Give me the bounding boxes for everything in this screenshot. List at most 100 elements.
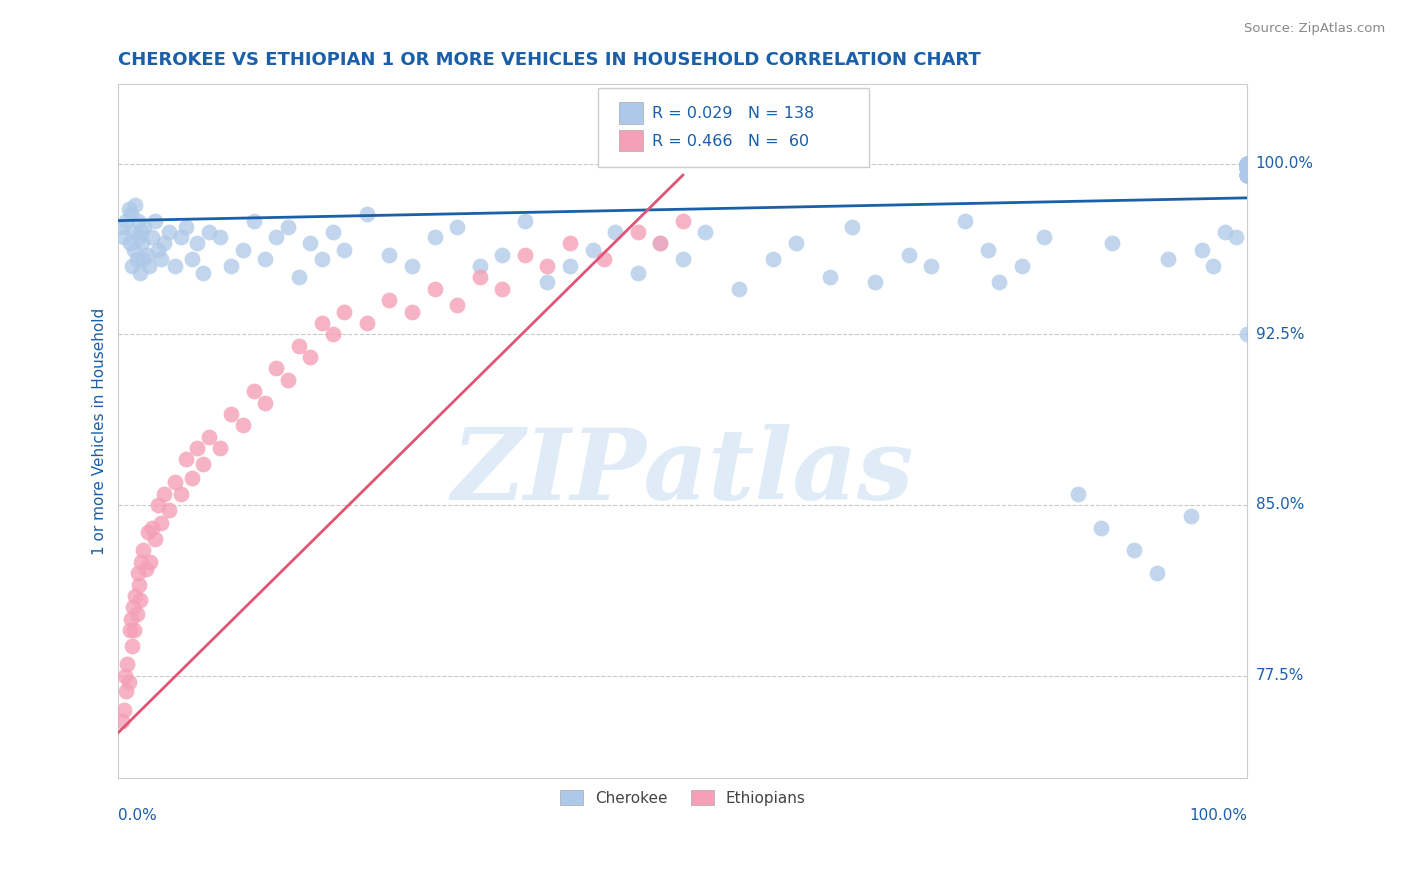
Point: [1236, 157, 1258, 171]
Point: [112, 703, 135, 717]
Point: [150, 252, 173, 267]
Point: [1225, 229, 1247, 244]
Point: [146, 243, 169, 257]
Point: [1236, 168, 1258, 182]
Point: [143, 213, 166, 227]
Point: [1157, 252, 1180, 267]
Point: [209, 441, 232, 455]
Point: [1236, 157, 1258, 171]
Point: [152, 236, 174, 251]
Point: [311, 252, 333, 267]
Point: [120, 612, 142, 626]
Point: [468, 270, 491, 285]
Point: [1236, 168, 1258, 182]
Point: [169, 229, 191, 244]
Point: [129, 225, 152, 239]
Point: [277, 220, 299, 235]
Point: [785, 236, 807, 251]
Point: [1236, 157, 1258, 171]
Point: [695, 225, 717, 239]
Point: [1236, 157, 1258, 171]
Text: R = 0.466   N =  60: R = 0.466 N = 60: [652, 134, 810, 149]
Point: [114, 668, 136, 682]
Point: [333, 243, 356, 257]
Text: R = 0.029   N = 138: R = 0.029 N = 138: [652, 106, 814, 121]
Point: [1236, 161, 1258, 176]
Point: [423, 282, 446, 296]
Point: [209, 229, 232, 244]
Point: [197, 430, 219, 444]
Point: [627, 266, 650, 280]
Point: [1236, 157, 1258, 171]
Point: [1236, 157, 1258, 171]
Point: [1236, 157, 1258, 171]
Point: [191, 266, 214, 280]
Legend: Cherokee, Ethiopians: Cherokee, Ethiopians: [554, 784, 811, 812]
Point: [863, 275, 886, 289]
Point: [1236, 157, 1258, 171]
Point: [333, 304, 356, 318]
Point: [124, 589, 146, 603]
Point: [1101, 236, 1123, 251]
Point: [401, 259, 423, 273]
Point: [191, 457, 214, 471]
Point: [120, 207, 142, 221]
Point: [841, 220, 863, 235]
Point: [1236, 157, 1258, 171]
Point: [122, 623, 145, 637]
Point: [115, 684, 138, 698]
Point: [128, 229, 150, 244]
Point: [122, 225, 145, 239]
Point: [111, 220, 134, 235]
Point: [163, 259, 186, 273]
Point: [1236, 168, 1258, 182]
Point: [125, 252, 148, 267]
Point: [976, 243, 998, 257]
Point: [1236, 157, 1258, 171]
Point: [401, 304, 423, 318]
Point: [1236, 157, 1258, 171]
Point: [1033, 229, 1056, 244]
Point: [232, 418, 254, 433]
Point: [143, 532, 166, 546]
Point: [1236, 157, 1258, 171]
Point: [1236, 168, 1258, 182]
Point: [672, 213, 695, 227]
Point: [1067, 486, 1090, 500]
Point: [243, 213, 266, 227]
Point: [1236, 157, 1258, 171]
Point: [1236, 157, 1258, 171]
Point: [157, 502, 180, 516]
Point: [124, 197, 146, 211]
Point: [1146, 566, 1168, 581]
Point: [558, 236, 581, 251]
Point: [118, 623, 141, 637]
Point: [163, 475, 186, 490]
Point: [122, 243, 145, 257]
Point: [186, 236, 208, 251]
Point: [356, 207, 378, 221]
Point: [311, 316, 333, 330]
Point: [146, 498, 169, 512]
Text: 85.0%: 85.0%: [1256, 498, 1303, 512]
Point: [988, 275, 1011, 289]
Point: [468, 259, 491, 273]
Point: [446, 298, 468, 312]
Point: [135, 248, 157, 262]
Point: [1236, 157, 1258, 171]
Point: [131, 236, 153, 251]
Text: 92.5%: 92.5%: [1256, 326, 1305, 342]
Point: [1236, 157, 1258, 171]
Point: [132, 252, 155, 267]
Point: [174, 452, 197, 467]
Point: [1236, 157, 1258, 171]
Point: [1236, 168, 1258, 182]
Text: 0.0%: 0.0%: [118, 808, 157, 823]
Point: [1236, 157, 1258, 171]
Point: [1236, 157, 1258, 171]
Point: [180, 252, 202, 267]
Point: [141, 521, 163, 535]
Point: [117, 675, 139, 690]
Point: [127, 566, 149, 581]
Point: [1191, 243, 1213, 257]
